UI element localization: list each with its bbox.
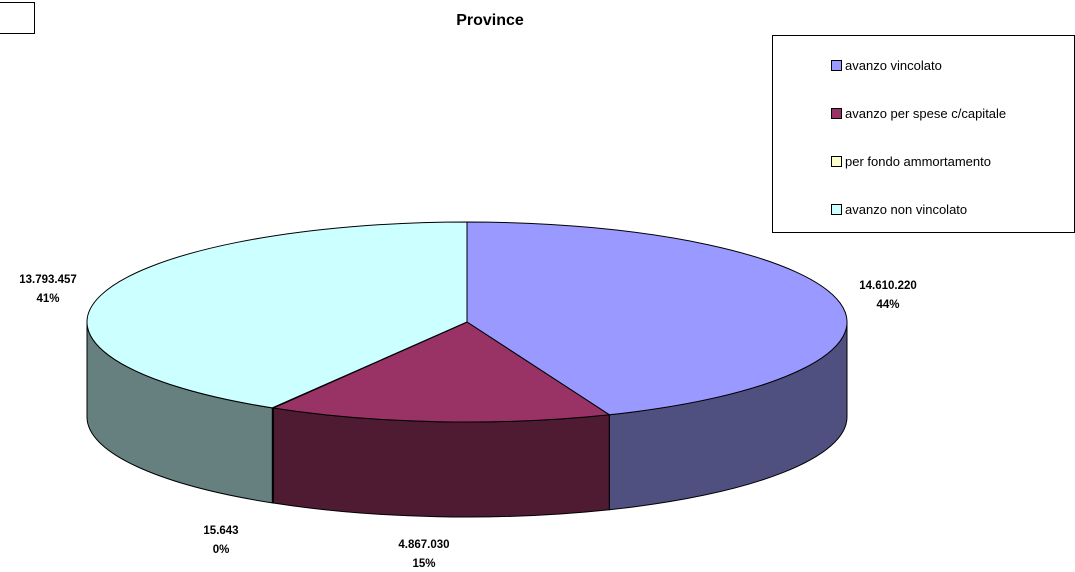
pie-slice-0 — [466, 221, 848, 416]
legend-label: avanzo vincolato — [845, 57, 942, 73]
legend: avanzo vincolato avanzo per spese c/capi… — [772, 35, 1075, 233]
legend-label: avanzo non vincolato — [845, 201, 968, 217]
pie-sides — [86, 321, 848, 518]
data-label-value-0: 14.610.220 — [859, 280, 917, 292]
data-label-percent-3: 41% — [36, 293, 59, 305]
data-label-percent-2: 0% — [213, 544, 230, 556]
pie-side-1 — [272, 407, 610, 518]
legend-item-avanzo-non-vincolato: avanzo non vincolato — [831, 201, 967, 217]
data-label-percent-0: 44% — [876, 299, 899, 311]
data-label-value-1: 4.867.030 — [398, 539, 449, 551]
pie-slice-3 — [86, 221, 468, 409]
data-labels: 14.610.220 44% 4.867.030 15% 15.643 0% 13.793.… — [19, 274, 917, 570]
corner-box — [0, 2, 35, 34]
legend-swatch — [831, 59, 842, 71]
legend-label: per fondo ammortamento — [845, 153, 991, 169]
legend-swatch — [831, 107, 842, 119]
data-label-value-3: 13.793.457 — [19, 274, 77, 286]
legend-swatch — [831, 155, 842, 167]
legend-swatch — [831, 203, 842, 215]
data-label-value-2: 15.643 — [203, 525, 238, 537]
data-label-percent-1: 15% — [412, 558, 435, 570]
legend-item-fondo-ammortamento: per fondo ammortamento — [831, 153, 991, 169]
pie-slice-1 — [271, 321, 611, 423]
legend-item-avanzo-vincolato: avanzo vincolato — [831, 57, 942, 73]
pie-tops — [86, 221, 848, 423]
legend-label: avanzo per spese c/capitale — [845, 105, 1007, 121]
legend-item-avanzo-spese-capitale: avanzo per spese c/capitale — [831, 105, 1006, 121]
chart-title: Province — [456, 12, 524, 29]
